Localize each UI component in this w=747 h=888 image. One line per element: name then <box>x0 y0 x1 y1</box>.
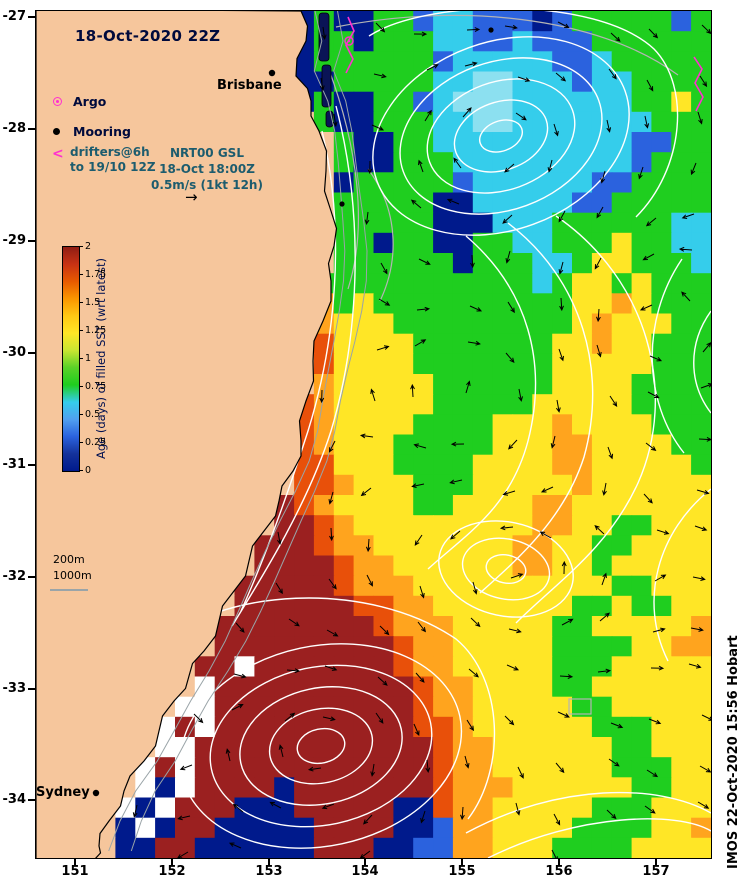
colorbar-tick-label: 0.5 <box>85 409 101 420</box>
y-axis-tick <box>28 240 35 242</box>
colorbar-tick <box>79 413 83 415</box>
colorbar-tick-label: 1 <box>85 353 92 364</box>
map-date-title: 18-Oct-2020 22Z <box>75 27 221 45</box>
x-axis-tick <box>461 858 463 865</box>
y-axis-label: -27 <box>2 9 27 24</box>
y-axis-label: -32 <box>2 569 27 584</box>
y-axis-label: -29 <box>2 233 27 248</box>
x-axis-tick <box>364 858 366 865</box>
x-axis-label: 155 <box>448 864 476 879</box>
colorbar-tick <box>79 385 83 387</box>
colorbar-tick-label: 1.25 <box>85 325 107 336</box>
drifters-label-line1: drifters@6h <box>70 145 150 159</box>
y-axis-label: -33 <box>2 681 27 696</box>
depth-contour-sample-icon <box>50 589 88 591</box>
colorbar <box>62 246 80 472</box>
colorbar-tick <box>79 245 83 247</box>
y-axis-tick <box>28 799 35 801</box>
city-label-brisbane: Brisbane <box>217 78 282 93</box>
drifter-symbol-icon: < <box>52 146 64 162</box>
observation-markers <box>92 16 704 797</box>
x-axis-tick <box>74 858 76 865</box>
y-axis-label: -28 <box>2 121 27 136</box>
colorbar-tick-label: 2 <box>85 241 92 252</box>
ssh-contours-icon <box>153 11 711 858</box>
map-plot-area <box>35 10 712 859</box>
scale-arrow-icon: → <box>185 188 198 206</box>
y-axis-tick <box>28 464 35 466</box>
current-vector-arrows-icon <box>132 21 711 858</box>
colorbar-tick <box>79 357 83 359</box>
x-axis-label: 151 <box>61 864 89 879</box>
colorbar-tick-label: 0.75 <box>85 381 107 392</box>
ocean-map-svg <box>36 11 711 858</box>
x-axis-label: 154 <box>351 864 379 879</box>
colorbar-tick <box>79 301 83 303</box>
x-axis-tick <box>558 858 560 865</box>
city-label-sydney: Sydney <box>36 785 90 800</box>
y-axis-tick <box>28 576 35 578</box>
x-axis-label: 153 <box>255 864 283 879</box>
x-axis-label: 152 <box>158 864 186 879</box>
vector-key-line2: 18-Oct 18:00Z <box>159 162 255 176</box>
bathymetry-contours-icon <box>108 11 368 852</box>
x-axis-tick <box>171 858 173 865</box>
y-axis-tick <box>28 352 35 354</box>
colorbar-tick-label: 0 <box>85 465 92 476</box>
depth-1000m-label: 1000m <box>53 569 92 582</box>
attribution-text: IMOS 22-Oct-2020 15:56 Hobart <box>726 635 741 869</box>
colorbar-tick-label: 1.5 <box>85 297 101 308</box>
argo-symbol-icon <box>53 97 62 106</box>
x-axis-tick <box>268 858 270 865</box>
colorbar-tick-label: 0.25 <box>85 437 107 448</box>
colorbar-tick <box>79 273 83 275</box>
y-axis-tick <box>28 16 35 18</box>
x-axis-tick <box>655 858 657 865</box>
colorbar-tick <box>79 441 83 443</box>
mooring-label: Mooring <box>73 124 131 139</box>
vector-key-line3: 0.5m/s (1kt 12h) <box>151 178 263 192</box>
x-axis-label: 157 <box>642 864 670 879</box>
argo-label: Argo <box>73 94 107 109</box>
vector-key-line1: NRT00 GSL <box>170 146 244 160</box>
y-axis-tick <box>28 128 35 130</box>
colorbar-tick <box>79 469 83 471</box>
y-axis-label: -34 <box>2 792 27 807</box>
y-axis-label: -30 <box>2 345 27 360</box>
drifters-label-line2: to 19/10 12Z <box>70 160 156 174</box>
x-axis-label: 156 <box>545 864 573 879</box>
colorbar-tick <box>79 329 83 331</box>
y-axis-label: -31 <box>2 457 27 472</box>
y-axis-tick <box>28 688 35 690</box>
colorbar-tick-label: 1.75 <box>85 269 107 280</box>
mooring-symbol-icon <box>53 128 60 135</box>
depth-200m-label: 200m <box>53 553 85 566</box>
